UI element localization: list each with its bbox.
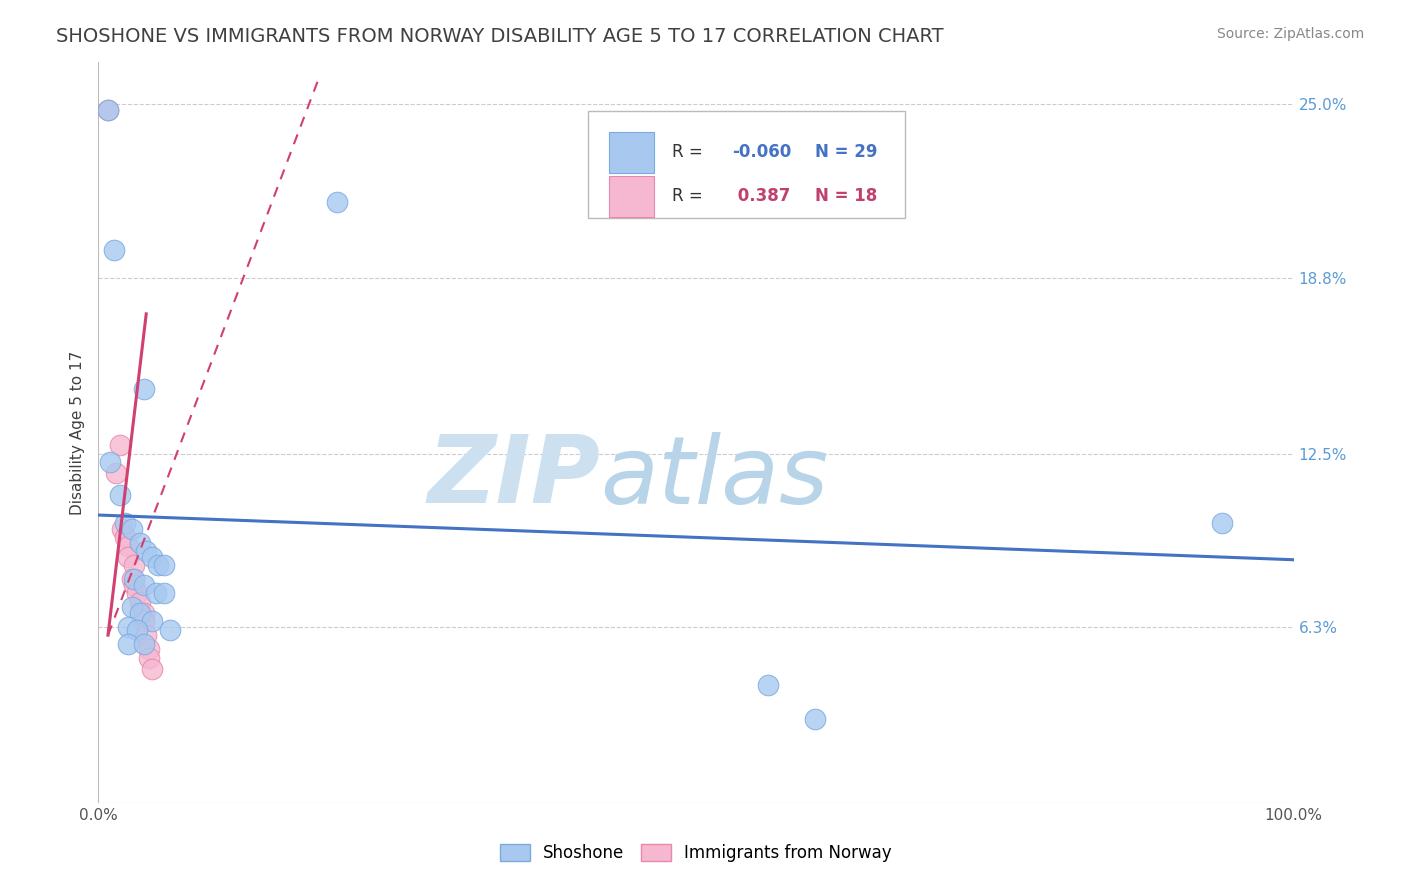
Point: [132, 578, 155, 592]
Bar: [609, 132, 654, 173]
Point: [411, 36, 433, 50]
Point: [117, 549, 139, 564]
Point: [148, 558, 170, 573]
Point: [105, 466, 128, 480]
Point: [129, 594, 152, 608]
Point: [121, 572, 143, 586]
Point: [125, 623, 148, 637]
Point: [132, 382, 155, 396]
Point: [141, 614, 163, 628]
Point: [124, 578, 146, 592]
Point: [98, 455, 122, 469]
Text: R =: R =: [672, 144, 709, 161]
Point: [124, 572, 146, 586]
Point: [132, 606, 155, 620]
Point: [129, 606, 152, 620]
Point: [135, 544, 157, 558]
Text: N = 18: N = 18: [815, 187, 877, 205]
Point: [121, 522, 143, 536]
Point: [124, 558, 146, 573]
Point: [129, 536, 152, 550]
Text: SHOSHONE VS IMMIGRANTS FROM NORWAY DISABILITY AGE 5 TO 17 CORRELATION CHART: SHOSHONE VS IMMIGRANTS FROM NORWAY DISAB…: [56, 27, 943, 45]
Point: [141, 662, 163, 676]
Point: [153, 558, 176, 573]
Text: 0.387: 0.387: [733, 187, 790, 205]
Point: [103, 243, 125, 257]
Text: R =: R =: [672, 187, 709, 205]
Point: [114, 516, 136, 531]
Point: [125, 586, 148, 600]
Point: [326, 195, 349, 210]
Point: [135, 628, 157, 642]
Legend: Shoshone, Immigrants from Norway: Shoshone, Immigrants from Norway: [494, 837, 898, 869]
Point: [117, 539, 139, 553]
Text: N = 29: N = 29: [815, 144, 877, 161]
Point: [804, 712, 827, 726]
Point: [756, 678, 779, 692]
Point: [111, 522, 134, 536]
Point: [138, 650, 160, 665]
FancyBboxPatch shape: [589, 111, 905, 218]
Point: [159, 623, 181, 637]
Bar: [609, 176, 654, 217]
Point: [97, 103, 120, 117]
Point: [108, 488, 131, 502]
Text: -0.060: -0.060: [733, 144, 792, 161]
Point: [117, 620, 139, 634]
Text: ZIP: ZIP: [427, 431, 600, 523]
Point: [153, 586, 176, 600]
Point: [97, 103, 120, 117]
Point: [132, 636, 155, 650]
Point: [121, 600, 143, 615]
Text: Source: ZipAtlas.com: Source: ZipAtlas.com: [1216, 27, 1364, 41]
Point: [117, 636, 139, 650]
Point: [114, 530, 136, 544]
Y-axis label: Disability Age 5 to 17: Disability Age 5 to 17: [69, 351, 84, 515]
Point: [141, 549, 163, 564]
Text: atlas: atlas: [600, 432, 828, 523]
Point: [1211, 516, 1233, 531]
Point: [108, 438, 131, 452]
Point: [145, 586, 167, 600]
Point: [132, 614, 155, 628]
Point: [138, 642, 160, 657]
